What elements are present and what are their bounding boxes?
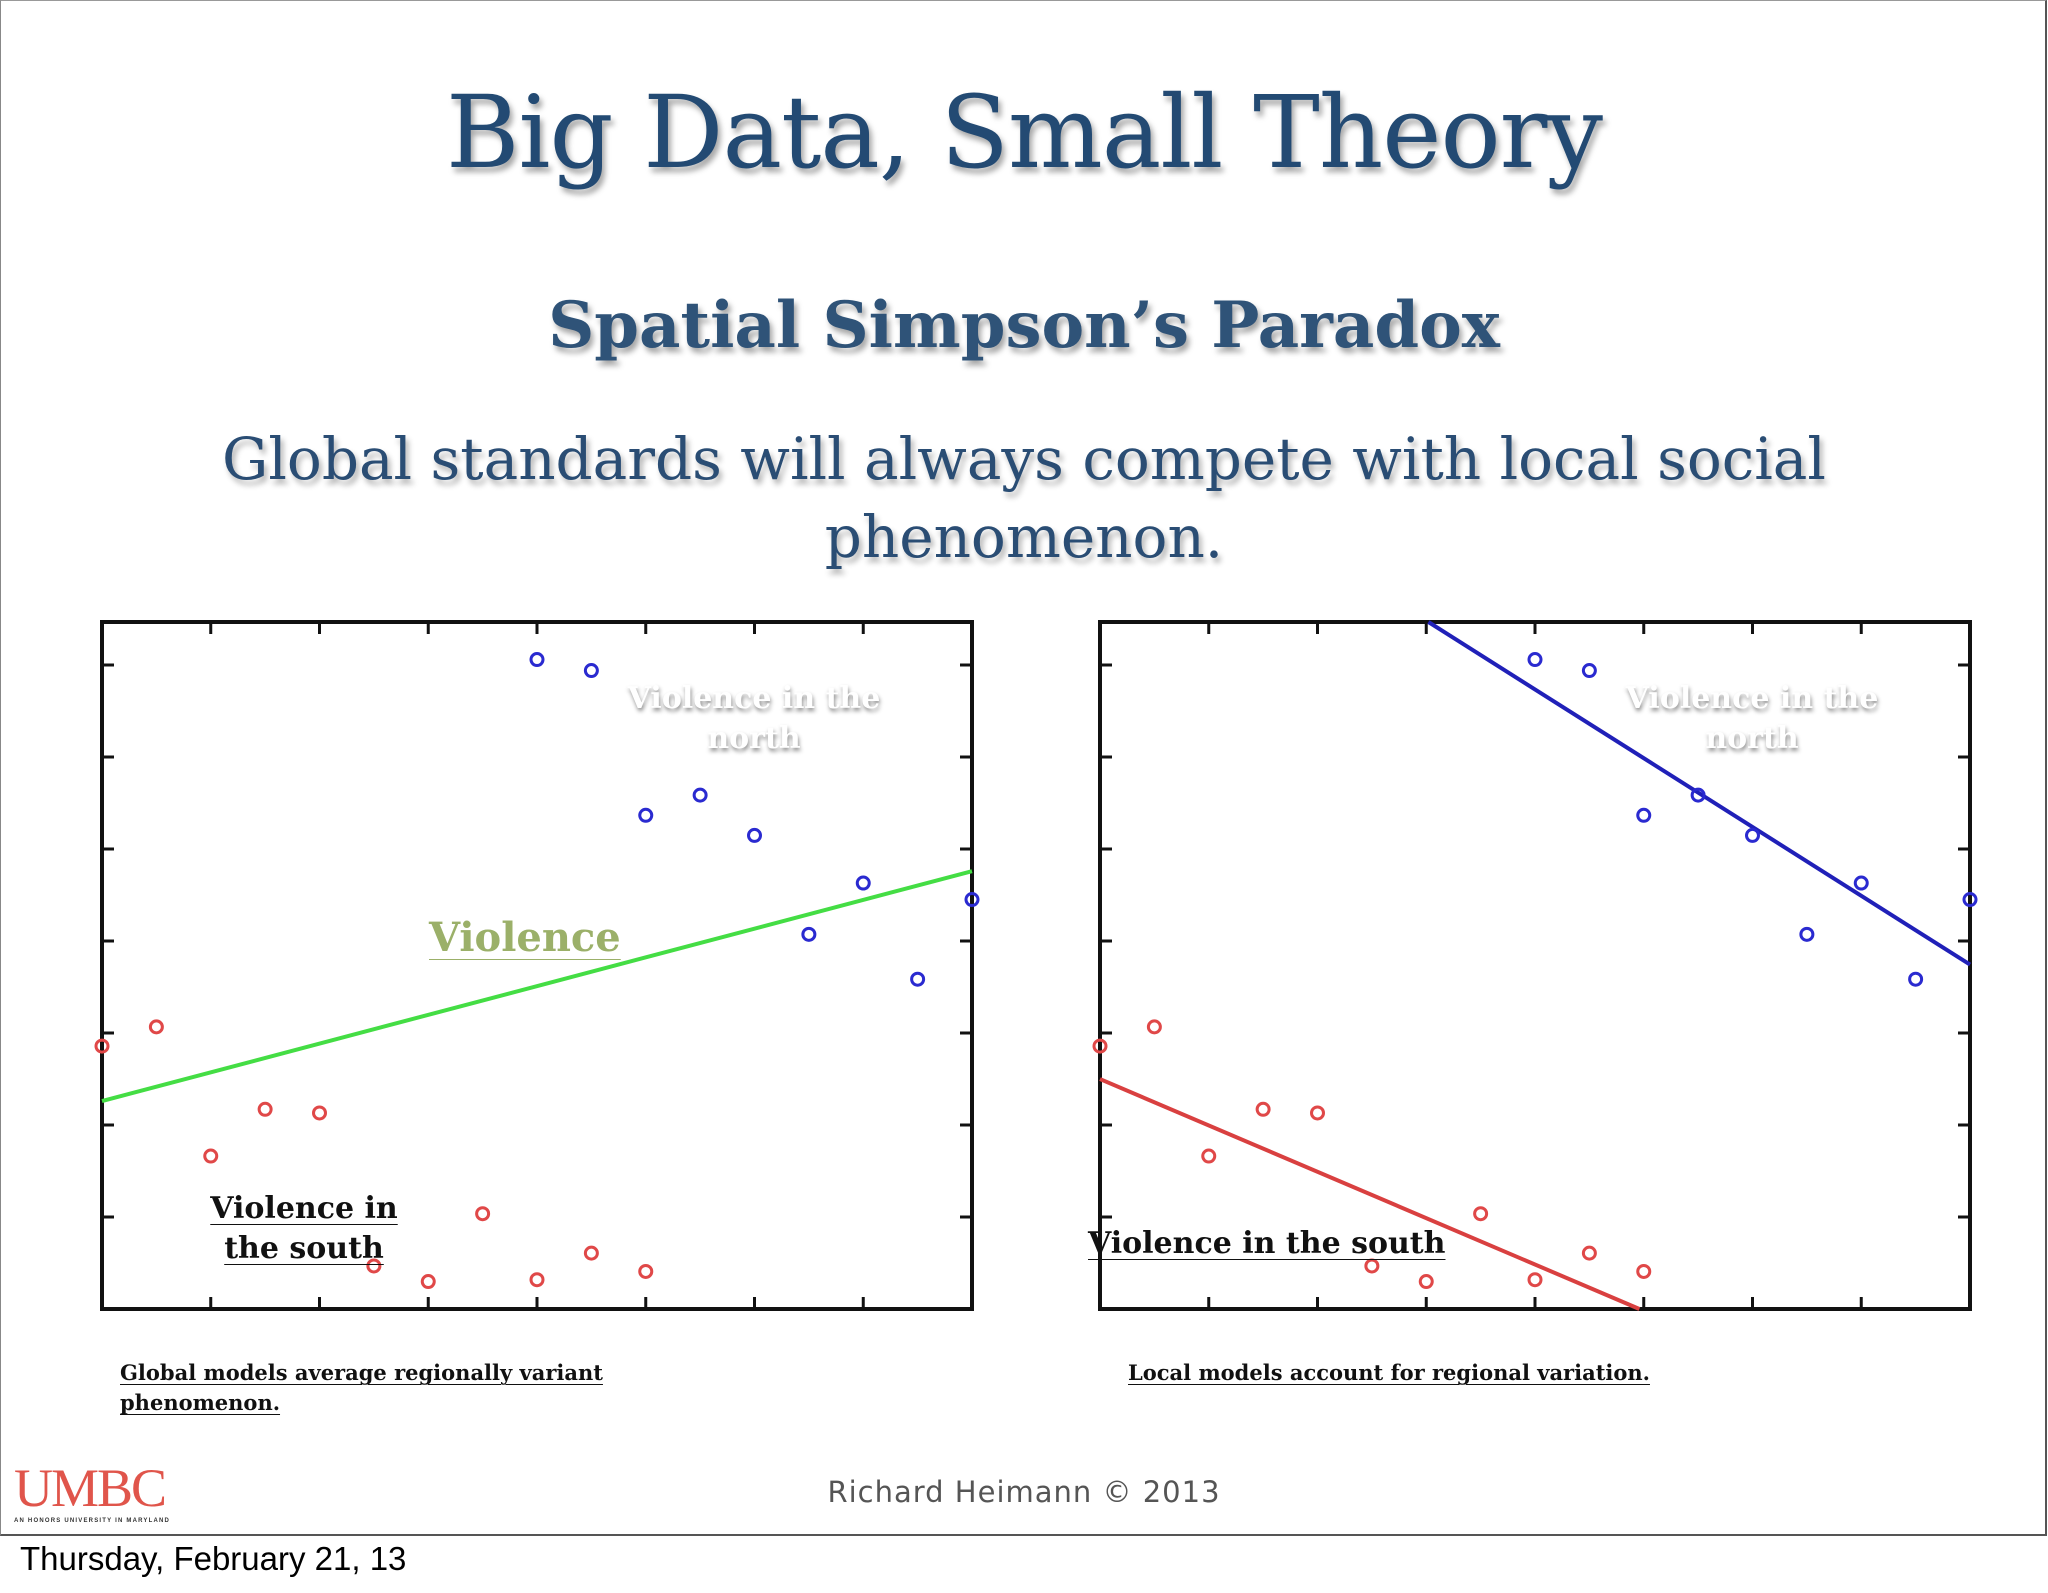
data-point: [747, 827, 762, 843]
data-point: [855, 875, 871, 891]
data-point: [529, 652, 545, 668]
data-point: [910, 971, 926, 987]
data-point: [1527, 652, 1543, 668]
data-point: [1146, 1019, 1162, 1035]
data-point: [583, 1245, 599, 1261]
data-point: [475, 1206, 491, 1222]
logo-wordmark: UMBC: [14, 1458, 167, 1518]
slide-subtitle: Spatial Simpson’s Paradox: [548, 288, 1500, 363]
north-label: Violence in the north: [1625, 681, 1879, 756]
data-point: [1418, 1274, 1434, 1290]
slide-statement: Global standards will always compete wit…: [120, 420, 1928, 576]
data-point: [1690, 787, 1706, 803]
data-point: [1962, 892, 1978, 908]
data-point: [638, 1263, 654, 1279]
data-point: [1201, 1148, 1217, 1164]
global-model-plot: [94, 624, 980, 1307]
data-point: [94, 1038, 110, 1054]
caption-line-2: phenomenon.: [120, 1390, 281, 1415]
data-point: [529, 1272, 545, 1288]
data-point: [257, 1101, 273, 1117]
data-point: [1092, 1038, 1108, 1054]
data-point: [1799, 926, 1815, 942]
slide-title: Big Data, Small Theory: [446, 74, 1603, 191]
data-point: [638, 807, 654, 823]
local-model-chart: Violence in the north Violence in the so…: [1088, 620, 1978, 1311]
data-point: [203, 1148, 219, 1164]
date-footer: Thursday, February 21, 13: [20, 1540, 407, 1577]
data-point: [692, 787, 708, 803]
statement-line-2: phenomenon.: [824, 503, 1224, 571]
global-model-chart: Violence Violence in the north Violence …: [94, 620, 980, 1311]
umbc-logo: UMBC AN HONORS UNIVERSITY IN MARYLAND: [14, 1460, 174, 1524]
local-model-plot: [1092, 620, 1978, 1311]
statement-line-1: Global standards will always compete wit…: [222, 425, 1826, 493]
data-point: [148, 1019, 164, 1035]
data-point: [1908, 971, 1924, 987]
data-point: [366, 1258, 382, 1274]
data-point: [1636, 807, 1652, 823]
caption-line-1: Global models average regionally variant: [120, 1360, 603, 1385]
south-label: Violence in the south: [1088, 1226, 1446, 1261]
copyright: Richard Heimann © 2013: [827, 1475, 1221, 1509]
fit-line: [101, 869, 973, 1104]
data-point: [583, 663, 599, 679]
data-point: [1853, 875, 1869, 891]
data-point: [1636, 1263, 1652, 1279]
data-point: [1310, 1105, 1325, 1121]
north-label: Violence in the north: [627, 681, 881, 756]
local-model-caption: Local models account for regional variat…: [1128, 1360, 1650, 1385]
fit-line: [1427, 620, 1972, 967]
logo-tagline: AN HONORS UNIVERSITY IN MARYLAND: [14, 1518, 171, 1524]
data-point: [1581, 663, 1597, 679]
data-point: [1473, 1206, 1489, 1222]
data-point: [801, 926, 817, 942]
data-point: [1364, 1258, 1380, 1274]
data-point: [964, 892, 980, 908]
data-point: [420, 1274, 436, 1290]
data-point: [1581, 1245, 1597, 1261]
data-point: [1527, 1272, 1543, 1288]
global-model-caption: Global models average regionally variant…: [120, 1358, 620, 1418]
data-point: [1255, 1101, 1271, 1117]
south-label: Violence in the south: [210, 1191, 398, 1266]
violence-label: Violence: [429, 914, 621, 961]
fit-line: [1099, 1077, 1641, 1311]
data-point: [1745, 827, 1760, 843]
data-point: [312, 1105, 327, 1121]
